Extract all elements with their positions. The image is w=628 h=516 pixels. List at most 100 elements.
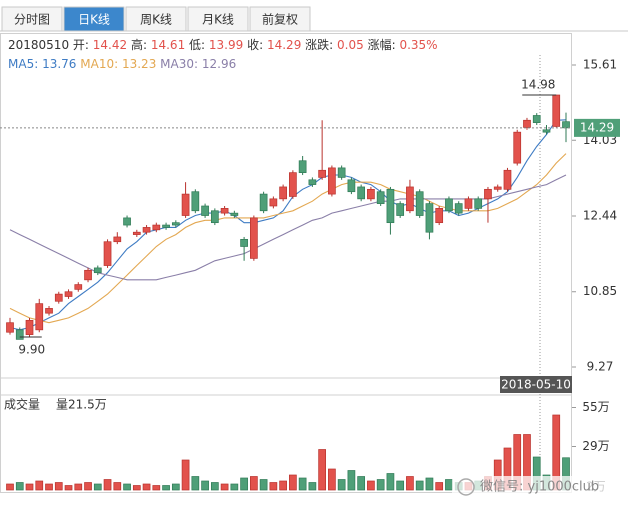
tab[interactable] <box>63 6 125 32</box>
candle-body <box>532 115 541 123</box>
candle-body <box>240 238 248 247</box>
volume-bar <box>396 480 405 491</box>
candle-body <box>171 222 180 226</box>
candle-body <box>93 267 102 274</box>
candle-body <box>162 224 170 228</box>
volume-tick-label: 55万 <box>582 400 609 414</box>
field-label: 低: <box>189 38 205 52</box>
candle-body <box>64 291 73 297</box>
tab-label[interactable]: 月K线 <box>202 13 234 27</box>
volume-bar <box>386 473 395 491</box>
candle-body <box>123 217 131 226</box>
candle-body <box>425 203 434 233</box>
min-label: 9.90 <box>18 342 45 356</box>
candle-body <box>474 198 483 209</box>
volume-bar <box>35 480 44 491</box>
volume-bar <box>289 474 297 491</box>
volume-bar <box>367 480 375 491</box>
field-value: 14.29 <box>267 38 301 52</box>
volume-bar <box>347 470 356 491</box>
candle-body <box>415 191 424 216</box>
candle-body <box>376 191 385 204</box>
volume-bar <box>162 485 170 491</box>
last-price-label: 14.29 <box>580 120 614 134</box>
volume-bar <box>357 476 366 491</box>
ma-line <box>9 174 567 281</box>
candle-body <box>337 167 346 178</box>
tab[interactable] <box>249 6 311 32</box>
volume-bar <box>93 483 102 491</box>
tab[interactable] <box>1 6 63 32</box>
watermark-bg <box>452 476 626 498</box>
candle-body <box>74 284 83 290</box>
volume-bar <box>318 449 326 491</box>
tab[interactable] <box>187 6 249 32</box>
candle-body <box>513 131 522 164</box>
volume-bar <box>45 483 53 491</box>
volume-bar <box>406 476 414 491</box>
volume-current: 量21.5万 <box>56 398 107 412</box>
candle-body <box>523 119 531 128</box>
field-label: 高: <box>131 37 147 52</box>
tab-label[interactable]: 分时图 <box>14 13 50 27</box>
field-value: 13.99 <box>209 38 243 52</box>
tab-label[interactable]: 前复权 <box>262 12 298 27</box>
tab-label[interactable]: 日K线 <box>78 13 110 27</box>
volume-bar <box>113 482 122 491</box>
volume-bar <box>298 477 307 491</box>
last-price-box <box>574 118 620 137</box>
volume-bar <box>132 485 141 491</box>
volume-bar <box>328 468 336 491</box>
candle-body <box>435 208 444 224</box>
volume-bar <box>181 459 190 491</box>
candle-body <box>445 198 453 212</box>
ma-value: 13.23 <box>122 57 156 71</box>
field-value: 0.35% <box>399 38 437 52</box>
candle-body <box>191 191 200 212</box>
candle-body <box>220 208 229 214</box>
candle-body <box>464 198 473 209</box>
field-label: 收: <box>247 38 263 52</box>
candle-body <box>552 94 561 127</box>
volume-bar <box>6 483 14 491</box>
ma-value: 12.96 <box>202 57 236 71</box>
volume-bar <box>54 482 63 491</box>
y-tick-label: 10.85 <box>583 284 617 298</box>
candle-body <box>454 203 463 214</box>
candle-body <box>25 319 34 335</box>
field-value: 0.05 <box>337 38 364 52</box>
candle-body <box>347 179 356 193</box>
candle-body <box>484 188 492 200</box>
candle-body <box>152 224 161 231</box>
field-value: 14.42 <box>93 38 127 52</box>
volume-bar <box>279 480 287 491</box>
tab-label[interactable]: 周K线 <box>140 13 172 27</box>
candle-body <box>181 193 190 216</box>
date: 20180510 <box>8 38 69 52</box>
candle-body <box>396 203 405 216</box>
cursor-date-box <box>500 376 572 393</box>
volume-bar <box>15 482 24 491</box>
volume-bar <box>230 483 239 491</box>
candle-body <box>132 231 141 235</box>
tab[interactable] <box>125 6 187 32</box>
candle-body <box>201 205 209 216</box>
volume-bar <box>201 480 209 491</box>
candle-body <box>279 186 287 200</box>
ma-legend: MA5: 13.76 MA10: 13.23 MA30: 12.96 <box>8 57 236 71</box>
watermark: 微信号: yj1000club <box>480 480 599 495</box>
max-label: 14.98 <box>521 78 555 92</box>
candle-body <box>357 186 366 200</box>
ma-label: MA10: <box>80 57 118 71</box>
candle-body <box>367 188 375 200</box>
candle-body <box>15 329 24 340</box>
candle-body <box>54 293 63 302</box>
chart-frame <box>0 33 572 493</box>
candle-body <box>113 236 122 243</box>
field-label: 涨幅: <box>368 37 396 52</box>
volume-bar <box>152 485 161 491</box>
candle-body <box>542 129 551 133</box>
candle-body <box>386 188 395 224</box>
volume-bar <box>269 482 278 491</box>
